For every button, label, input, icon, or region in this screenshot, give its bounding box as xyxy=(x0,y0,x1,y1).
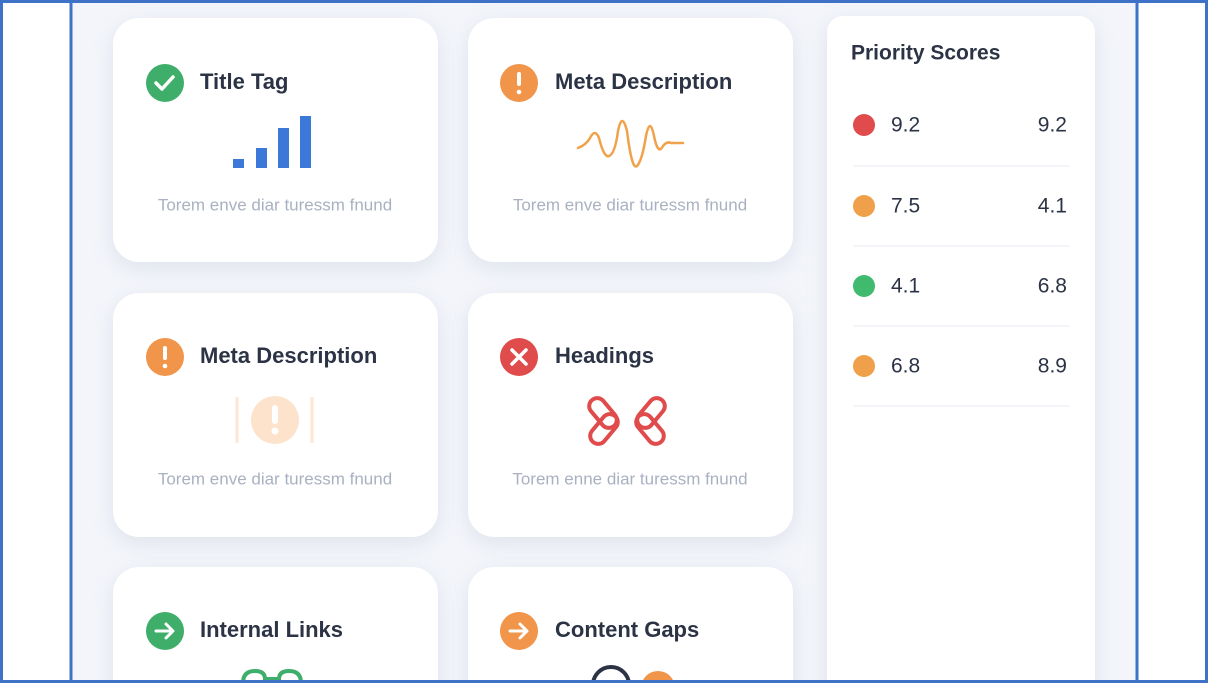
status-icon xyxy=(500,338,538,376)
card-title: Content Gaps xyxy=(555,617,699,642)
status-icon-part xyxy=(154,75,175,91)
alert-graphic xyxy=(235,396,314,444)
score-right: 6.8 xyxy=(1038,275,1067,298)
broken-link-graphic-part xyxy=(587,396,619,430)
score-left: 7.5 xyxy=(891,195,920,218)
bar-graphic-part xyxy=(278,128,289,168)
card xyxy=(468,567,793,683)
scores-title: Priority Scores xyxy=(851,42,1000,65)
bar-graphic xyxy=(233,116,311,168)
card-title: Title Tag xyxy=(200,69,288,94)
card xyxy=(468,18,793,262)
broken-link-graphic-part xyxy=(588,412,620,446)
score-left: 9.2 xyxy=(891,114,920,137)
status-icon-part xyxy=(154,622,175,640)
bar-graphic-part xyxy=(233,159,244,168)
status-icon-part xyxy=(146,64,184,102)
card-description: Torem enve diar turessm fnund xyxy=(158,469,392,488)
status-icon-part xyxy=(508,622,529,640)
card-description: Torem enve diar turessm fnund xyxy=(513,195,747,214)
card-title: Meta Description xyxy=(555,69,732,94)
bar-graphic-part xyxy=(256,148,267,168)
gap-graphic xyxy=(591,665,631,683)
card-title: Headings xyxy=(555,343,654,368)
status-icon-part xyxy=(517,72,521,86)
score-right: 8.9 xyxy=(1038,355,1067,378)
card-description: Torem enve diar turessm fnund xyxy=(158,195,392,214)
broken-link-graphic xyxy=(587,396,667,446)
wave-graphic xyxy=(576,119,685,168)
status-icon xyxy=(146,338,184,376)
status-icon xyxy=(146,612,184,650)
alert-graphic-part xyxy=(272,405,278,424)
status-icon-part xyxy=(163,346,167,360)
status-icon-part xyxy=(510,348,528,366)
card xyxy=(468,293,793,537)
scores-panel xyxy=(827,16,1095,683)
broken-link-graphic-part xyxy=(635,396,667,430)
card-title: Internal Links xyxy=(200,617,343,642)
card-title: Meta Description xyxy=(200,343,377,368)
status-icon xyxy=(500,64,538,102)
card xyxy=(113,567,438,683)
bar-graphic-part xyxy=(300,116,311,168)
score-dot xyxy=(853,275,875,297)
link-graphic xyxy=(241,668,303,683)
status-icon-part xyxy=(162,363,168,369)
status-icon-part xyxy=(516,89,522,95)
score-dot xyxy=(853,195,875,217)
card-description: Torem enne diar turessm fnund xyxy=(512,469,747,488)
score-right: 4.1 xyxy=(1038,195,1067,218)
status-icon xyxy=(146,64,184,102)
score-right: 9.2 xyxy=(1038,114,1067,137)
status-icon xyxy=(500,612,538,650)
alert-graphic-part xyxy=(271,427,279,435)
broken-link-graphic-part xyxy=(634,412,666,446)
score-left: 4.1 xyxy=(891,275,920,298)
score-dot xyxy=(853,355,875,377)
card xyxy=(113,18,438,262)
score-left: 6.8 xyxy=(891,355,920,378)
score-dot xyxy=(853,114,875,136)
